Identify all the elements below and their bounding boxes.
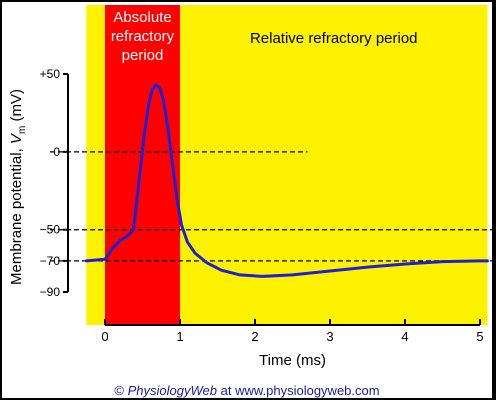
region-label-1-line-2: period (122, 47, 164, 64)
credit-site-name: PhysiologyWeb (127, 383, 217, 398)
action-potential-chart: +50 0 −50 −70 −90 0 1 2 3 4 5 Absolute refractory pe… (8, 5, 492, 369)
credit-url: at www.physiologyweb.com (217, 383, 380, 398)
refractory-region-0 (86, 5, 105, 325)
refractory-region-2 (180, 5, 488, 325)
y-axis-label: Membrane potential, Vm (mV) (8, 89, 28, 285)
x-axis-label: Time (ms) (259, 352, 326, 369)
region-label-2-line-0: Relative refractory period (250, 30, 418, 47)
refractory-region-1 (105, 5, 180, 325)
y-tick-label-0: +50 (40, 67, 61, 81)
x-tick-label-2: 2 (251, 329, 258, 344)
x-tick-label-4: 4 (401, 329, 408, 344)
x-tick-label-0: 0 (101, 329, 108, 344)
y-tick-label-3: −70 (40, 254, 61, 268)
y-tick-label-1: 0 (53, 145, 60, 159)
figure-frame: +50 0 −50 −70 −90 0 1 2 3 4 5 Absolute refractory pe… (2, 2, 492, 398)
y-tick-label-2: −50 (40, 223, 61, 237)
action-potential-curve-0 (84, 83, 489, 278)
copyright-symbol: © (114, 383, 124, 398)
y-tick-label-4: −90 (40, 285, 61, 299)
credit-line: © PhysiologyWeb at www.physiologyweb.com (2, 383, 492, 398)
x-tick-label-5: 5 (476, 329, 483, 344)
x-tick-label-3: 3 (326, 329, 333, 344)
region-label-1-line-1: refractory (111, 28, 175, 45)
region-label-1-line-0: Absolute (113, 9, 171, 26)
x-tick-label-1: 1 (176, 329, 183, 344)
